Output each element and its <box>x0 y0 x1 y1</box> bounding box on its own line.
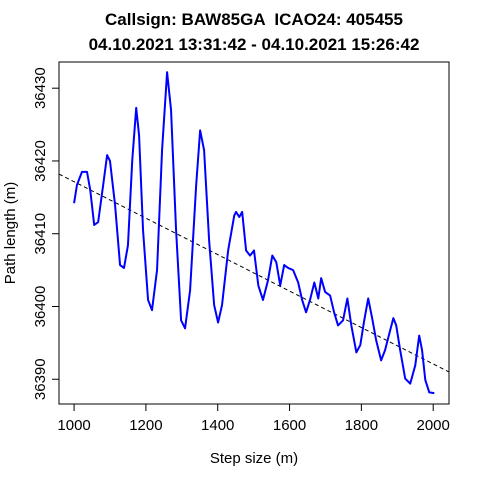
y-axis-label: Path length (m) <box>2 182 19 285</box>
x-tick-label: 1400 <box>201 417 234 434</box>
x-tick-label: 2000 <box>417 417 450 434</box>
x-tick-label: 1600 <box>273 417 306 434</box>
y-tick-label: 36420 <box>32 140 49 182</box>
x-tick-label: 1000 <box>57 417 90 434</box>
chart-subtitle: 04.10.2021 13:31:42 - 04.10.2021 15:26:4… <box>89 35 420 54</box>
y-tick-label: 36430 <box>32 67 49 109</box>
y-tick-label: 36400 <box>32 286 49 328</box>
chart-title: Callsign: BAW85GA ICAO24: 405455 <box>105 10 403 29</box>
x-tick-label: 1200 <box>129 417 162 434</box>
y-tick-label: 36410 <box>32 213 49 255</box>
x-tick-label: 1800 <box>345 417 378 434</box>
data-line <box>73 71 435 395</box>
y-tick-label: 36390 <box>32 358 49 400</box>
trend-line <box>58 173 450 373</box>
x-axis-label: Step size (m) <box>210 450 298 467</box>
